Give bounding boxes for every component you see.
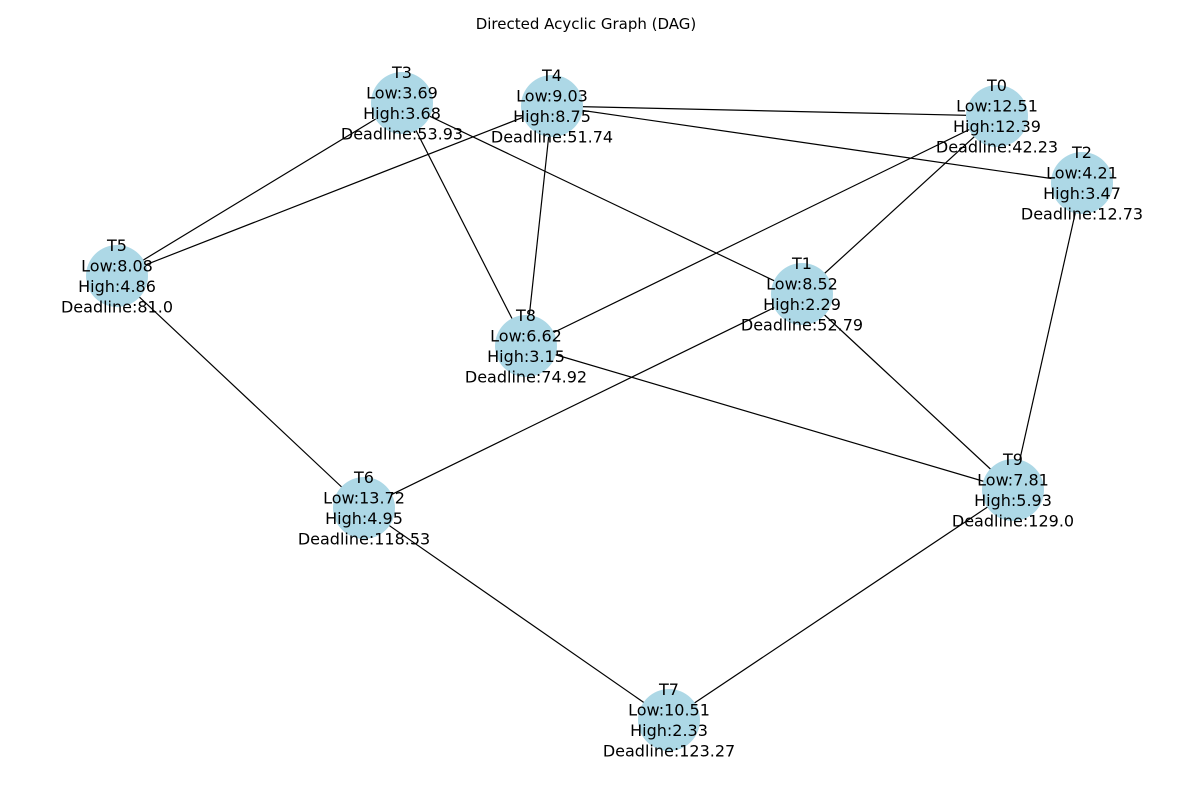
node-circle — [495, 315, 557, 377]
node-name-label: T8 — [515, 306, 536, 325]
node-low-label: Low:8.52 — [766, 274, 838, 293]
edge-t0-t1 — [801, 115, 998, 295]
edge-t3-t1 — [401, 102, 803, 295]
edge-t3-t8 — [401, 102, 527, 347]
node-high-label: High:2.29 — [763, 295, 841, 314]
node-deadline-label: Deadline:51.74 — [491, 127, 613, 146]
node-name-label: T5 — [106, 236, 127, 255]
node-deadline-label: Deadline:52.79 — [741, 315, 863, 334]
node-circle — [638, 689, 700, 751]
node-high-label: High:12.39 — [953, 117, 1041, 136]
edge-t1-t9 — [801, 293, 1014, 491]
edge-t8-t9 — [525, 345, 1014, 491]
node-high-label: High:8.75 — [513, 107, 591, 126]
node-name-label: T0 — [986, 76, 1007, 95]
node-high-label: High:3.68 — [363, 104, 441, 123]
node-deadline-label: Deadline:129.0 — [952, 511, 1074, 530]
node-low-label: Low:8.08 — [81, 256, 153, 275]
node-deadline-label: Deadline:123.27 — [603, 741, 735, 760]
node-circle — [982, 459, 1044, 521]
node-deadline-label: Deadline:74.92 — [465, 367, 587, 386]
edge-t3-t5 — [116, 102, 403, 277]
node-circle — [86, 245, 148, 307]
node-circle — [521, 75, 583, 137]
node-high-label: High:4.95 — [325, 509, 403, 528]
node-high-label: High:5.93 — [974, 491, 1052, 510]
edge-t4-t2 — [551, 105, 1083, 184]
node-name-label: T2 — [1071, 143, 1092, 162]
edge-t0-t8 — [525, 115, 998, 347]
node-low-label: Low:7.81 — [977, 470, 1049, 489]
node-high-label: High:4.86 — [78, 277, 156, 296]
node-circle — [333, 477, 395, 539]
node-circle — [1051, 152, 1113, 214]
node-circle — [371, 72, 433, 134]
node-name-label: T6 — [353, 468, 374, 487]
edge-t5-t6 — [116, 275, 365, 509]
edge-layer — [116, 102, 1083, 721]
node-low-label: Low:6.62 — [490, 326, 562, 345]
node-name-label: T9 — [1002, 450, 1023, 469]
edge-t4-t0 — [551, 105, 998, 117]
node-low-label: Low:10.51 — [628, 700, 710, 719]
node-deadline-label: Deadline:53.93 — [341, 124, 463, 143]
node-deadline-label: Deadline:81.0 — [61, 297, 173, 316]
diagram-title: Directed Acyclic Graph (DAG) — [476, 15, 697, 33]
node-deadline-label: Deadline:118.53 — [298, 529, 430, 548]
node-low-label: Low:4.21 — [1046, 163, 1118, 182]
node-low-label: Low:12.51 — [956, 96, 1038, 115]
node-low-label: Low:13.72 — [323, 488, 405, 507]
node-layer: T0Low:12.51High:12.39Deadline:42.23T1Low… — [61, 63, 1143, 761]
node-name-label: T4 — [541, 66, 562, 85]
node-name-label: T3 — [391, 63, 412, 82]
edge-t6-t7 — [363, 507, 670, 721]
edge-t2-t9 — [1012, 182, 1083, 491]
node-circle — [966, 85, 1028, 147]
node-name-label: T7 — [658, 680, 679, 699]
edge-t4-t5 — [116, 105, 553, 277]
node-circle — [771, 263, 833, 325]
node-high-label: High:3.47 — [1043, 184, 1121, 203]
node-high-label: High:2.33 — [630, 721, 708, 740]
node-deadline-label: Deadline:42.23 — [936, 137, 1058, 156]
node-low-label: Low:3.69 — [366, 83, 438, 102]
node-high-label: High:3.15 — [487, 347, 565, 366]
edge-t1-t6 — [363, 293, 803, 509]
edge-t9-t7 — [668, 489, 1014, 721]
node-low-label: Low:9.03 — [516, 86, 588, 105]
node-name-label: T1 — [791, 254, 812, 273]
node-deadline-label: Deadline:12.73 — [1021, 204, 1143, 223]
edge-t4-t8 — [525, 105, 553, 347]
